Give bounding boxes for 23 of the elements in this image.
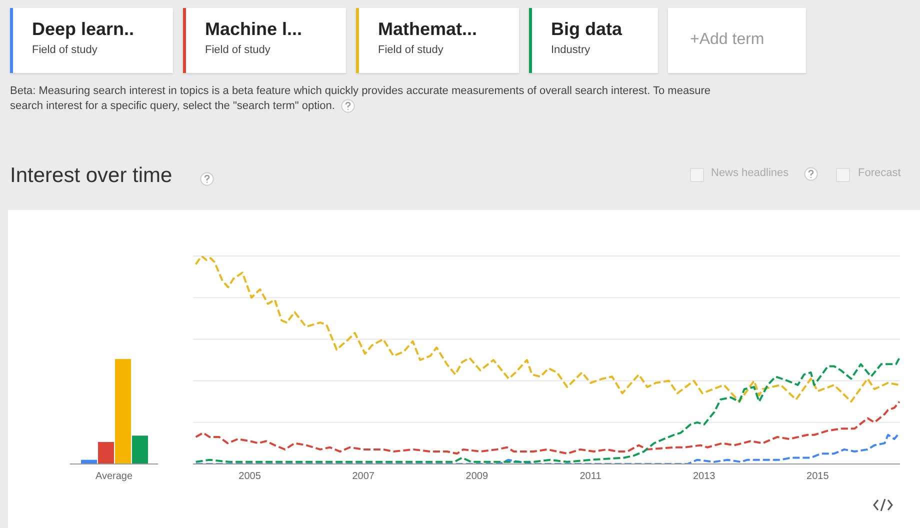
text: Field of study xyxy=(205,44,270,56)
x-tick-label: 2005 xyxy=(238,471,262,482)
text: Big data xyxy=(551,19,622,40)
x-tick-label: 2009 xyxy=(466,471,488,482)
text: Field of study xyxy=(378,44,444,56)
text: Field of study xyxy=(32,44,98,56)
x-tick-label: 2011 xyxy=(580,471,602,482)
bar xyxy=(115,359,131,464)
text: Forecast xyxy=(858,167,901,179)
text: Deep learn.. xyxy=(32,19,134,40)
bar xyxy=(132,436,148,464)
text: Industry xyxy=(551,44,590,56)
x-tick-label: 2015 xyxy=(806,471,830,482)
text: Beta: Measuring search interest in topics is a beta feature which quickly provides accurate measurements of overall search interest. To measure search interest for a specific query, select the "search term" option. xyxy=(10,84,712,114)
x-tick-label: 2013 xyxy=(692,471,716,482)
x-tick-label: 2007 xyxy=(352,471,375,482)
text: Mathemat... xyxy=(378,19,478,40)
text: News headlines xyxy=(711,167,789,179)
chart-title: Interest over time xyxy=(10,164,172,188)
bar xyxy=(98,442,114,464)
text: Machine l... xyxy=(205,19,302,40)
x-tick-label: Average xyxy=(95,471,133,482)
text: +Add term xyxy=(690,31,764,49)
